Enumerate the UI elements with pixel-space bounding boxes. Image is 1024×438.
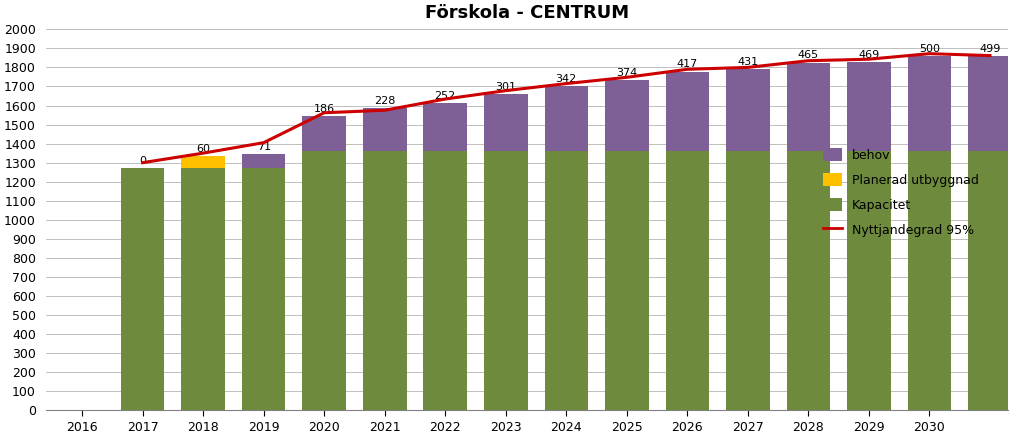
Bar [726, 69, 770, 151]
Bar [605, 151, 648, 410]
Bar [181, 156, 225, 168]
Bar [666, 72, 710, 151]
Text: 60: 60 [197, 144, 210, 154]
Text: 186: 186 [313, 103, 335, 113]
Bar [786, 63, 830, 151]
Bar [424, 151, 467, 410]
Text: 417: 417 [677, 60, 698, 70]
Text: 301: 301 [496, 81, 516, 92]
Bar [969, 151, 1012, 410]
Legend: behov, Planerad utbyggnad, Kapacitet, Nyttjandegrad 95%: behov, Planerad utbyggnad, Kapacitet, Ny… [817, 142, 985, 243]
Title: Förskola - CENTRUM: Förskola - CENTRUM [425, 4, 629, 22]
Text: 228: 228 [374, 95, 395, 106]
Bar [545, 86, 588, 151]
Bar [424, 103, 467, 151]
Bar [302, 151, 346, 410]
Bar [302, 116, 346, 151]
Bar [847, 62, 891, 151]
Bar [181, 168, 225, 410]
Bar [847, 151, 891, 410]
Bar [969, 56, 1012, 151]
Bar [362, 108, 407, 151]
Text: 500: 500 [919, 44, 940, 54]
Text: 431: 431 [737, 57, 759, 67]
Bar [907, 151, 951, 410]
Bar [242, 154, 286, 168]
Text: 342: 342 [556, 74, 577, 84]
Text: 499: 499 [979, 44, 1000, 54]
Bar [242, 168, 286, 410]
Bar [484, 94, 527, 151]
Text: 71: 71 [257, 142, 270, 152]
Bar [121, 168, 165, 410]
Bar [907, 56, 951, 151]
Text: 0: 0 [139, 155, 146, 166]
Bar [362, 151, 407, 410]
Bar [786, 151, 830, 410]
Text: 465: 465 [798, 50, 819, 60]
Text: 252: 252 [434, 91, 456, 101]
Bar [726, 151, 770, 410]
Bar [484, 151, 527, 410]
Bar [605, 80, 648, 151]
Text: 374: 374 [616, 68, 638, 78]
Bar [666, 151, 710, 410]
Bar [545, 151, 588, 410]
Text: 469: 469 [858, 49, 880, 60]
